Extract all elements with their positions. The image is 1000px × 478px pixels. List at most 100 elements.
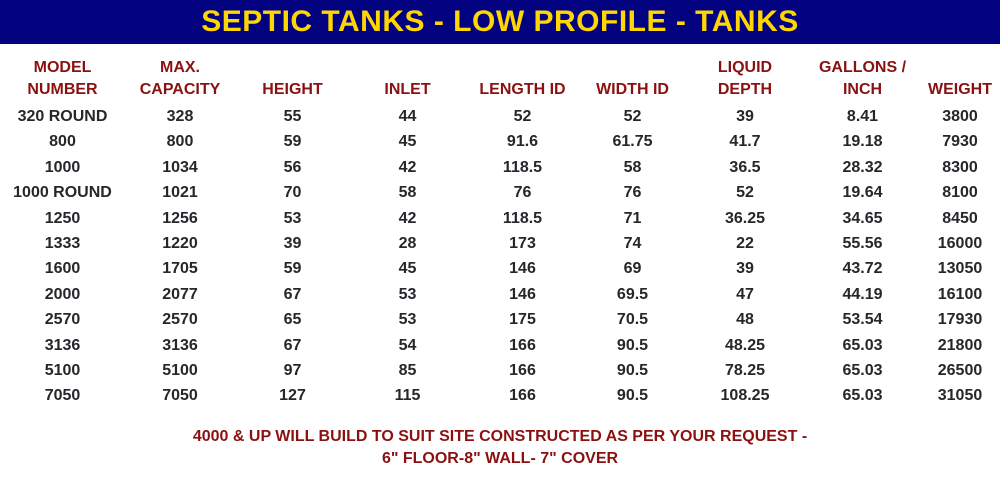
septic-tank-specs-table: MODEL NUMBER MAX. CAPACITY HEIGHT INLET LENGTH… bbox=[0, 57, 1000, 409]
table-cell: 1220 bbox=[162, 235, 198, 253]
table-cell: 91.6 bbox=[506, 133, 539, 151]
table-cell: 1000 bbox=[44, 158, 81, 176]
table-cell: 56 bbox=[283, 158, 302, 176]
table-cell: 36.25 bbox=[724, 209, 766, 227]
table-cell: 8100 bbox=[942, 184, 978, 202]
table-cell: 36.5 bbox=[729, 158, 761, 176]
table-cell: 90.5 bbox=[616, 362, 649, 380]
table-cell: 52 bbox=[513, 108, 532, 125]
column-header-width-id: WIDTH ID bbox=[596, 81, 669, 98]
table-cell: 166 bbox=[509, 362, 536, 380]
table-cell: 67 bbox=[283, 285, 302, 303]
table-cell: 44 bbox=[398, 108, 417, 125]
table-cell: 28 bbox=[398, 235, 417, 253]
table-cell: 175 bbox=[509, 311, 536, 329]
table-cell: 69.5 bbox=[616, 285, 649, 303]
table-cell: 5100 bbox=[44, 362, 81, 380]
table-cell: 74 bbox=[623, 235, 642, 253]
table-cell: 45 bbox=[398, 133, 417, 151]
table-cell: 166 bbox=[509, 336, 536, 354]
table-cell: 53 bbox=[398, 311, 417, 329]
table-cell: 58 bbox=[623, 158, 642, 176]
table-row: 1250 1256 53 42 118.5 71 36.25 34.65 8450 bbox=[0, 206, 1000, 231]
table-cell: 65.03 bbox=[842, 336, 883, 354]
column-header-gallons-inch: GALLONS / INCH bbox=[818, 59, 907, 98]
table-cell: 69 bbox=[623, 260, 642, 278]
table-cell: 1000 ROUND bbox=[13, 184, 112, 202]
table-cell: 320 ROUND bbox=[17, 108, 108, 125]
table-cell: 108.25 bbox=[720, 387, 770, 405]
table-row: 2570 2570 65 53 175 70.5 48 53.54 17930 bbox=[0, 307, 1000, 332]
page-title: SEPTIC TANKS - LOW PROFILE - TANKS bbox=[201, 5, 799, 38]
table-cell: 3136 bbox=[162, 336, 198, 354]
table-cell: 115 bbox=[394, 387, 421, 405]
table-cell: 90.5 bbox=[616, 336, 649, 354]
table-row: 1333 1220 39 28 173 74 22 55.56 16000 bbox=[0, 231, 1000, 256]
table-cell: 16100 bbox=[937, 285, 983, 303]
table-cell: 90.5 bbox=[616, 387, 649, 405]
table-cell: 85 bbox=[398, 362, 417, 380]
table-header-row: MODEL NUMBER MAX. CAPACITY HEIGHT INLET LENGTH… bbox=[0, 57, 1000, 104]
table-cell: 45 bbox=[398, 260, 417, 278]
table-cell: 2077 bbox=[162, 285, 198, 303]
table-row: 5100 5100 97 85 166 90.5 78.25 65.03 26500 bbox=[0, 358, 1000, 383]
footer-line-1: 4000 & UP WILL BUILD TO SUIT SITE CONSTR… bbox=[192, 427, 808, 445]
table-cell: 13050 bbox=[937, 260, 983, 278]
table-cell: 3136 bbox=[44, 336, 81, 354]
column-header-length-id: LENGTH ID bbox=[479, 81, 566, 98]
table-cell: 1600 bbox=[44, 260, 81, 278]
table-cell: 78.25 bbox=[724, 362, 766, 380]
column-header-height: HEIGHT bbox=[262, 81, 323, 98]
table-row: 7050 7050 127 115 166 90.5 108.25 65.03 31050 bbox=[0, 383, 1000, 408]
table-cell: 55.56 bbox=[842, 235, 883, 253]
table-row: 800 800 59 45 91.6 61.75 41.7 19.18 7930 bbox=[0, 129, 1000, 154]
table-cell: 1250 bbox=[44, 209, 81, 227]
table-cell: 146 bbox=[509, 285, 536, 303]
table-cell: 19.18 bbox=[842, 133, 883, 151]
table-cell: 8450 bbox=[942, 209, 978, 227]
table-cell: 2570 bbox=[162, 311, 198, 329]
table-cell: 800 bbox=[49, 133, 76, 151]
table-cell: 43.72 bbox=[842, 260, 883, 278]
table-cell: 118.5 bbox=[502, 209, 543, 227]
table-cell: 59 bbox=[283, 260, 302, 278]
table-cell: 42 bbox=[398, 209, 417, 227]
table-cell: 16000 bbox=[937, 235, 983, 253]
table-body: 320 ROUND 328 55 44 52 52 39 8.41 3800 800 800 59 45… bbox=[0, 104, 1000, 409]
table-cell: 39 bbox=[736, 260, 754, 278]
table-cell: 59 bbox=[283, 133, 302, 151]
table-cell: 47 bbox=[736, 285, 754, 303]
table-cell: 52 bbox=[623, 108, 642, 125]
table-cell: 7050 bbox=[44, 387, 81, 405]
table-cell: 61.75 bbox=[612, 133, 653, 151]
table-cell: 22 bbox=[736, 235, 754, 253]
column-header-model-number: MODEL NUMBER bbox=[27, 59, 98, 98]
table-row: 1000 1034 56 42 118.5 58 36.5 28.32 8300 bbox=[0, 155, 1000, 180]
table-cell: 76 bbox=[513, 184, 532, 202]
table-cell: 17930 bbox=[937, 311, 983, 329]
table-row: 3136 3136 67 54 166 90.5 48.25 65.03 21800 bbox=[0, 333, 1000, 358]
title-bar: SEPTIC TANKS - LOW PROFILE - TANKS bbox=[0, 0, 1000, 44]
table-cell: 1256 bbox=[162, 209, 198, 227]
table-cell: 48.25 bbox=[724, 336, 766, 354]
table-cell: 70 bbox=[283, 184, 302, 202]
column-header-inlet: INLET bbox=[384, 81, 431, 98]
table-cell: 166 bbox=[509, 387, 536, 405]
table-cell: 97 bbox=[283, 362, 302, 380]
table-cell: 65.03 bbox=[842, 362, 883, 380]
table-row: 1600 1705 59 45 146 69 39 43.72 13050 bbox=[0, 256, 1000, 281]
table-cell: 2570 bbox=[44, 311, 81, 329]
table-cell: 41.7 bbox=[729, 133, 761, 151]
table-cell: 65.03 bbox=[842, 387, 883, 405]
table-cell: 53.54 bbox=[842, 311, 883, 329]
table-cell: 65 bbox=[283, 311, 302, 329]
table-cell: 55 bbox=[283, 108, 302, 125]
table-cell: 52 bbox=[736, 184, 754, 202]
table-cell: 8300 bbox=[942, 158, 978, 176]
footer-line-2: 6" FLOOR-8" WALL- 7" COVER bbox=[381, 449, 619, 467]
table-cell: 1034 bbox=[162, 158, 198, 176]
table-cell: 2000 bbox=[44, 285, 81, 303]
table-cell: 3800 bbox=[942, 108, 978, 125]
table-cell: 48 bbox=[736, 311, 754, 329]
table-cell: 26500 bbox=[937, 362, 983, 380]
